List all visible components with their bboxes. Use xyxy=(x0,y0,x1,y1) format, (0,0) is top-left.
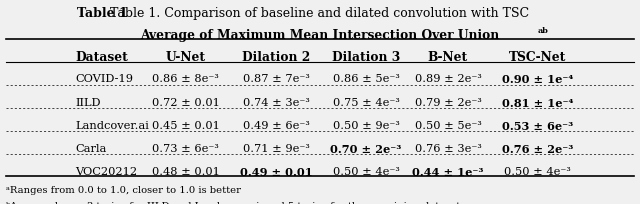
Text: COVID-19: COVID-19 xyxy=(76,74,134,84)
Text: 0.50 ± 5e⁻³: 0.50 ± 5e⁻³ xyxy=(415,121,481,131)
Text: Dilation 2: Dilation 2 xyxy=(243,51,310,64)
Text: Carla: Carla xyxy=(76,144,107,154)
Text: ᵇAveraged over 3 trains for IILD and Landcover.ai, and 5 trains for the remainin: ᵇAveraged over 3 trains for IILD and Lan… xyxy=(6,202,466,204)
Text: 0.76 ± 3e⁻³: 0.76 ± 3e⁻³ xyxy=(415,144,481,154)
Text: 0.86 ± 5e⁻³: 0.86 ± 5e⁻³ xyxy=(333,74,399,84)
Text: 0.50 ± 4e⁻³: 0.50 ± 4e⁻³ xyxy=(504,167,571,177)
Text: 0.72 ± 0.01: 0.72 ± 0.01 xyxy=(152,98,220,108)
Text: 0.74 ± 3e⁻³: 0.74 ± 3e⁻³ xyxy=(243,98,310,108)
Text: 0.48 ± 0.01: 0.48 ± 0.01 xyxy=(152,167,220,177)
Text: U-Net: U-Net xyxy=(166,51,205,64)
Text: 0.76 ± 2e⁻³: 0.76 ± 2e⁻³ xyxy=(502,144,573,155)
Text: 0.75 ± 4e⁻³: 0.75 ± 4e⁻³ xyxy=(333,98,399,108)
Text: VOC20212: VOC20212 xyxy=(76,167,138,177)
Text: 0.89 ± 2e⁻³: 0.89 ± 2e⁻³ xyxy=(415,74,481,84)
Text: Average of Maximum Mean Intersection Over Union: Average of Maximum Mean Intersection Ove… xyxy=(140,29,500,42)
Text: Table 1: Table 1 xyxy=(77,7,127,20)
Text: ab: ab xyxy=(538,27,548,35)
Text: Landcover.ai: Landcover.ai xyxy=(76,121,149,131)
Text: Table 1. Comparison of baseline and dilated convolution with TSC: Table 1. Comparison of baseline and dila… xyxy=(111,7,529,20)
Text: 0.49 ± 0.01: 0.49 ± 0.01 xyxy=(240,167,313,178)
Text: B-Net: B-Net xyxy=(428,51,468,64)
Text: 0.49 ± 6e⁻³: 0.49 ± 6e⁻³ xyxy=(243,121,310,131)
Text: 0.87 ± 7e⁻³: 0.87 ± 7e⁻³ xyxy=(243,74,310,84)
Text: 0.79 ± 2e⁻³: 0.79 ± 2e⁻³ xyxy=(415,98,481,108)
Text: 0.44 ± 1e⁻³: 0.44 ± 1e⁻³ xyxy=(412,167,484,178)
Text: 0.45 ± 0.01: 0.45 ± 0.01 xyxy=(152,121,220,131)
Text: Table 1. Comparison of baseline and dilated convolution with TSC: Table 1. Comparison of baseline and dila… xyxy=(111,7,529,20)
Text: 0.50 ± 4e⁻³: 0.50 ± 4e⁻³ xyxy=(333,167,399,177)
Text: TSC-Net: TSC-Net xyxy=(509,51,566,64)
Text: Dataset: Dataset xyxy=(76,51,129,64)
Text: 0.81 ± 1e⁻⁴: 0.81 ± 1e⁻⁴ xyxy=(502,98,573,109)
Text: 0.86 ± 8e⁻³: 0.86 ± 8e⁻³ xyxy=(152,74,219,84)
Text: 0.73 ± 6e⁻³: 0.73 ± 6e⁻³ xyxy=(152,144,219,154)
Text: Dilation 3: Dilation 3 xyxy=(332,51,400,64)
Text: 0.70 ± 2e⁻³: 0.70 ± 2e⁻³ xyxy=(330,144,402,155)
Text: 0.90 ± 1e⁻⁴: 0.90 ± 1e⁻⁴ xyxy=(502,74,573,85)
Text: IILD: IILD xyxy=(76,98,101,108)
Text: 0.53 ± 6e⁻³: 0.53 ± 6e⁻³ xyxy=(502,121,573,132)
Text: 0.50 ± 9e⁻³: 0.50 ± 9e⁻³ xyxy=(333,121,399,131)
Text: ᵃRanges from 0.0 to 1.0, closer to 1.0 is better: ᵃRanges from 0.0 to 1.0, closer to 1.0 i… xyxy=(6,186,241,195)
Text: 0.71 ± 9e⁻³: 0.71 ± 9e⁻³ xyxy=(243,144,310,154)
